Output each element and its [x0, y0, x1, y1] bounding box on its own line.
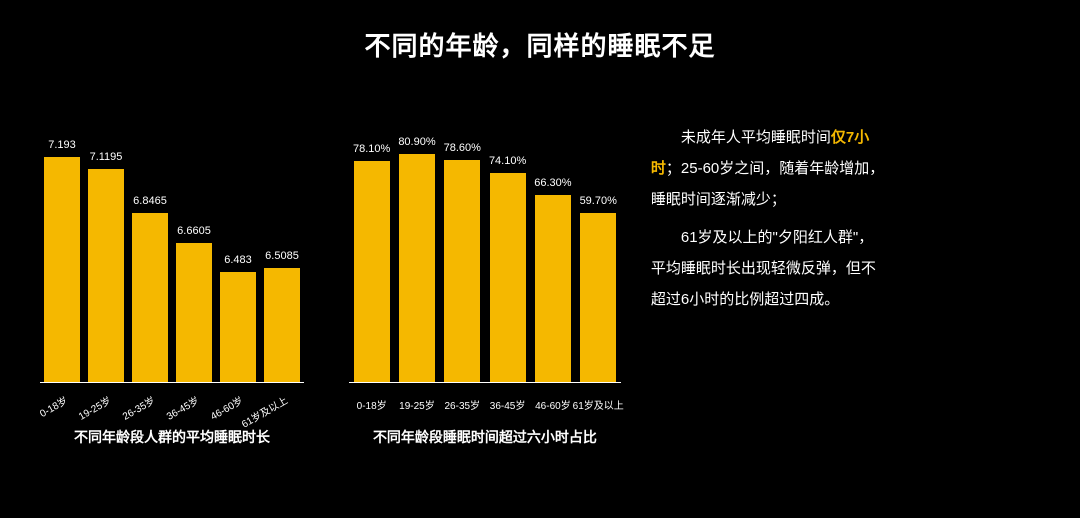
bar-category-label: 19-25岁: [399, 397, 435, 412]
bar-category-label: 36-45岁: [490, 397, 526, 412]
bar-category-label: 26-35岁: [444, 397, 480, 412]
bar: [444, 160, 480, 382]
paragraph-1: 未成年人平均睡眠时间仅7小时；25-60岁之间，随着年龄增加，睡眠时间逐渐减少；: [651, 123, 886, 215]
charts-area: 7.1930-18岁7.119519-25岁6.846526-35岁6.6605…: [40, 93, 621, 447]
bar-value-label: 6.8465: [133, 195, 167, 207]
bar-group: 59.70%61岁及以上: [580, 195, 617, 382]
bar-group: 74.10%36-45岁: [489, 155, 526, 382]
bar-category-label: 61岁及以上: [573, 397, 624, 412]
chart-sleep-duration: 7.1930-18岁7.119519-25岁6.846526-35岁6.6605…: [40, 93, 304, 447]
bar-group: 78.60%26-35岁: [444, 142, 481, 382]
bar-value-label: 6.5085: [265, 250, 299, 262]
bar: [580, 213, 616, 382]
bar-group: 66.30%46-60岁: [534, 177, 571, 382]
chart-over-six-hours: 78.10%0-18岁80.90%19-25岁78.60%26-35岁74.10…: [349, 93, 621, 447]
bar: [490, 173, 526, 382]
bar-value-label: 7.1195: [90, 151, 123, 163]
chart2-bars: 78.10%0-18岁80.90%19-25岁78.60%26-35岁74.10…: [349, 93, 621, 383]
bar-value-label: 80.90%: [398, 136, 435, 148]
chart2-caption: 不同年龄段睡眠时间超过六小时占比: [373, 427, 597, 447]
bar-category-label: 36-45岁: [163, 392, 201, 423]
bar-group: 78.10%0-18岁: [353, 143, 390, 382]
chart1-bars: 7.1930-18岁7.119519-25岁6.846526-35岁6.6605…: [40, 93, 304, 383]
bar-group: 6.846526-35岁: [132, 195, 168, 382]
chart1-caption: 不同年龄段人群的平均睡眠时长: [74, 427, 270, 447]
page-title: 不同的年龄，同样的睡眠不足: [0, 0, 1080, 63]
bar: [44, 157, 80, 382]
bar: [354, 161, 390, 382]
bar-group: 7.119519-25岁: [88, 151, 124, 382]
bar-category-label: 46-60岁: [535, 397, 571, 412]
bar-value-label: 78.60%: [444, 142, 481, 154]
bar-value-label: 6.483: [224, 254, 252, 266]
bar-group: 6.508561岁及以上: [264, 250, 300, 382]
bar-value-label: 59.70%: [580, 195, 617, 207]
bar-group: 80.90%19-25岁: [398, 136, 435, 382]
text-panel: 未成年人平均睡眠时间仅7小时；25-60岁之间，随着年龄增加，睡眠时间逐渐减少；…: [651, 93, 886, 447]
bar: [220, 272, 256, 382]
bar-group: 7.1930-18岁: [44, 139, 80, 382]
bar: [132, 213, 168, 382]
bar-category-label: 19-25岁: [75, 392, 113, 423]
p1-text-a: 未成年人平均睡眠时间: [681, 129, 831, 146]
bar-value-label: 7.193: [48, 139, 76, 151]
p1-text-b: ；25-60岁之间，随着年龄增加，睡眠时间逐渐减少；: [651, 160, 884, 208]
bar-group: 6.660536-45岁: [176, 225, 212, 382]
paragraph-2: 61岁及以上的"夕阳红人群"，平均睡眠时长出现轻微反弹，但不超过6小时的比例超过…: [651, 223, 886, 315]
bar-category-label: 0-18岁: [36, 392, 69, 420]
bar-category-label: 61岁及以上: [238, 392, 290, 431]
bar: [399, 154, 435, 382]
bar-value-label: 66.30%: [534, 177, 571, 189]
bar: [88, 169, 124, 382]
bar: [264, 268, 300, 382]
bar-value-label: 74.10%: [489, 155, 526, 167]
bar-category-label: 0-18岁: [357, 397, 387, 412]
bar-value-label: 6.6605: [177, 225, 211, 237]
bar-group: 6.48346-60岁: [220, 254, 256, 382]
bar: [176, 243, 212, 382]
bar-category-label: 26-35岁: [119, 392, 157, 423]
content-area: 7.1930-18岁7.119519-25岁6.846526-35岁6.6605…: [0, 63, 1080, 447]
bar-value-label: 78.10%: [353, 143, 390, 155]
bar: [535, 195, 571, 382]
